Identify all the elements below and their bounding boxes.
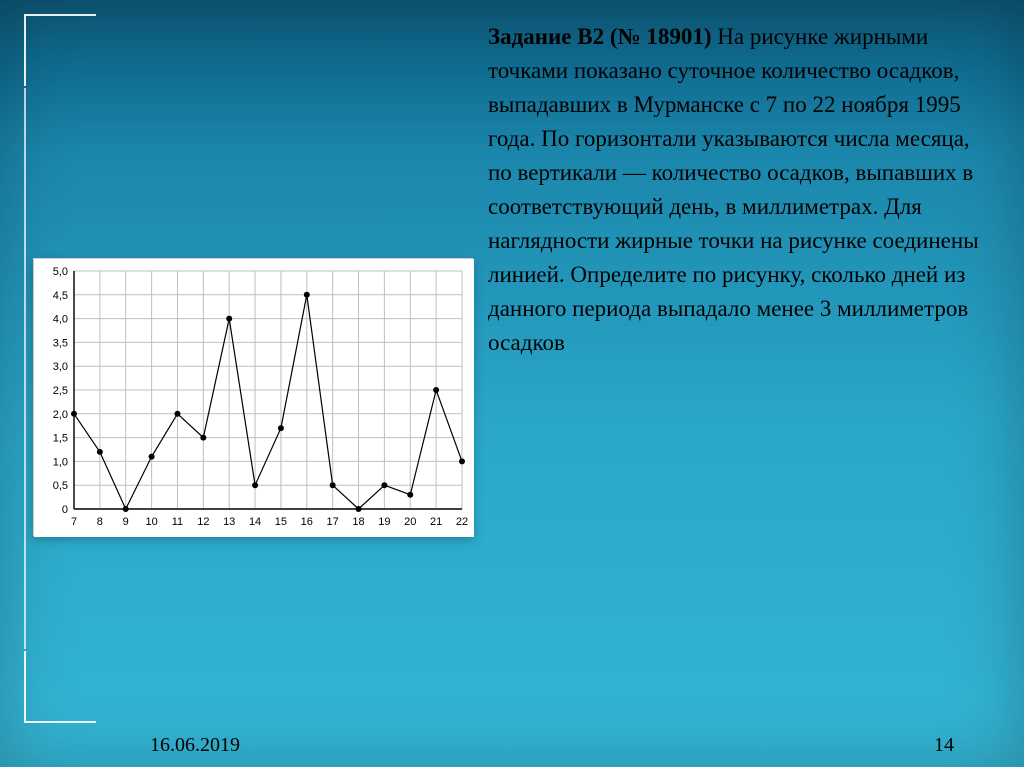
chart-svg: 0 0,5 1,0 1,5 2,0 2,5 3,0 3,5 4,0 4,5 5,0 7 8 9 10 11 12… — [34, 259, 474, 537]
svg-text:13: 13 — [223, 516, 235, 528]
svg-text:3,5: 3,5 — [53, 337, 68, 349]
svg-text:3,0: 3,0 — [53, 361, 68, 373]
footer-page: 14 — [934, 734, 954, 757]
svg-text:8: 8 — [97, 516, 103, 528]
slide-background: 0 0,5 1,0 1,5 2,0 2,5 3,0 3,5 4,0 4,5 5,0 7 8 9 10 11 12… — [0, 0, 1024, 767]
task-title: Задание B2 (№ 18901) — [488, 24, 712, 49]
svg-text:7: 7 — [71, 516, 77, 528]
svg-text:10: 10 — [145, 516, 157, 528]
svg-text:19: 19 — [378, 516, 390, 528]
decoration-corner-bottom-left — [24, 651, 96, 723]
svg-text:11: 11 — [172, 516, 183, 528]
svg-text:18: 18 — [352, 516, 364, 528]
svg-text:0,5: 0,5 — [53, 480, 68, 492]
task-text: Задание B2 (№ 18901) На рисунке жирными … — [488, 20, 996, 360]
task-body: На рисунке жирными точками показано суто… — [488, 24, 979, 355]
svg-text:22: 22 — [456, 516, 468, 528]
svg-text:12: 12 — [197, 516, 209, 528]
svg-text:21: 21 — [430, 516, 442, 528]
decoration-left-line — [24, 88, 26, 649]
svg-text:4,5: 4,5 — [53, 290, 68, 302]
svg-text:0: 0 — [62, 504, 68, 516]
svg-text:17: 17 — [327, 516, 339, 528]
svg-text:15: 15 — [275, 516, 287, 528]
slide-footer: 16.06.2019 14 — [0, 734, 1024, 757]
svg-text:2,0: 2,0 — [53, 409, 68, 421]
svg-text:2,5: 2,5 — [53, 385, 68, 397]
svg-text:14: 14 — [249, 516, 261, 528]
svg-text:5,0: 5,0 — [53, 266, 68, 278]
footer-date: 16.06.2019 — [150, 734, 240, 757]
svg-text:16: 16 — [301, 516, 313, 528]
precipitation-chart: 0 0,5 1,0 1,5 2,0 2,5 3,0 3,5 4,0 4,5 5,0 7 8 9 10 11 12… — [33, 258, 473, 536]
svg-text:1,5: 1,5 — [53, 433, 68, 445]
decoration-corner-top-left — [24, 14, 96, 86]
svg-text:4,0: 4,0 — [53, 314, 68, 326]
svg-text:9: 9 — [123, 516, 129, 528]
svg-text:20: 20 — [404, 516, 416, 528]
svg-text:1,0: 1,0 — [53, 456, 68, 468]
